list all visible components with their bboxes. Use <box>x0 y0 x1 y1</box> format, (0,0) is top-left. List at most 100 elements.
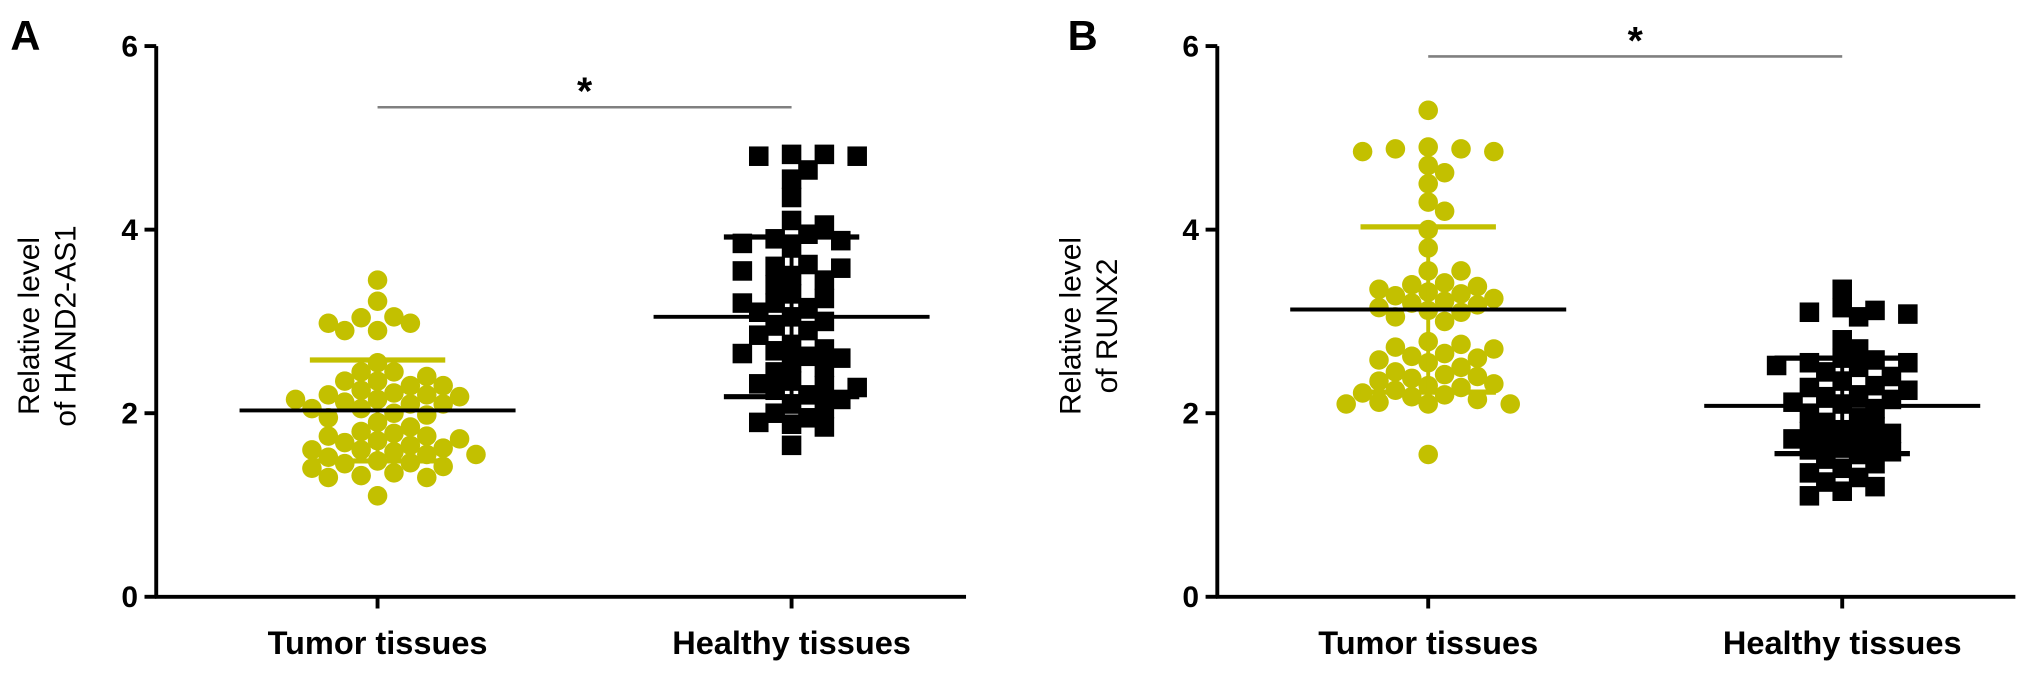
series-healthy <box>1704 279 1981 506</box>
data-point <box>1434 201 1455 222</box>
data-point <box>732 293 753 313</box>
y-tick-label: 6 <box>1182 30 1199 63</box>
data-point <box>1402 368 1422 389</box>
data-point <box>367 320 388 341</box>
data-point <box>318 313 339 334</box>
data-point <box>1799 377 1820 398</box>
data-point <box>1799 302 1820 323</box>
data-point <box>384 403 404 423</box>
x-tick-label: Healthy tissues <box>1723 625 1962 661</box>
y-tick-label: 4 <box>1182 214 1199 247</box>
data-point <box>1336 394 1356 414</box>
data-point <box>814 398 835 419</box>
data-point <box>1783 429 1803 449</box>
data-point <box>1434 311 1455 332</box>
data-point <box>798 320 818 341</box>
data-point <box>1799 486 1820 506</box>
x-tick-label: Tumor tissues <box>268 625 488 661</box>
data-point <box>1418 444 1438 465</box>
data-point <box>384 463 404 483</box>
data-point <box>1500 394 1520 414</box>
data-point <box>351 307 371 328</box>
data-point <box>1467 348 1488 368</box>
significance-star: * <box>1628 20 1644 63</box>
data-point <box>384 423 404 444</box>
data-point <box>814 375 835 396</box>
data-point <box>814 215 835 235</box>
y-tick-label: 2 <box>121 398 138 431</box>
data-point <box>1385 285 1406 306</box>
data-point <box>1451 284 1471 304</box>
data-point <box>334 392 355 412</box>
data-point <box>765 274 785 295</box>
data-point <box>1369 350 1389 370</box>
y-tick-label: 6 <box>121 30 138 63</box>
data-point <box>814 357 835 378</box>
data-point <box>781 187 802 208</box>
y-axis-label: Relative level <box>13 237 46 415</box>
data-point <box>400 417 421 437</box>
data-point <box>1832 297 1852 318</box>
data-point <box>1898 304 1918 324</box>
data-point <box>765 293 785 313</box>
data-point <box>1484 374 1504 394</box>
data-point <box>1848 357 1869 378</box>
data-point <box>781 144 802 165</box>
data-point <box>334 320 355 341</box>
data-point <box>334 453 355 474</box>
data-point <box>1865 453 1885 474</box>
data-point <box>1369 371 1389 391</box>
data-point <box>1418 192 1438 212</box>
data-point <box>1848 408 1869 428</box>
data-point <box>798 254 818 275</box>
data-point <box>1385 362 1406 382</box>
data-point <box>1832 458 1852 479</box>
data-point <box>351 421 371 442</box>
data-point <box>1385 139 1406 159</box>
data-point <box>748 325 769 345</box>
data-point <box>1434 385 1455 405</box>
data-point <box>1816 430 1836 451</box>
data-point <box>1451 302 1471 323</box>
data-point <box>798 408 818 428</box>
data-point <box>1832 279 1852 300</box>
data-point <box>748 412 769 433</box>
data-point <box>1451 261 1471 281</box>
data-point <box>1484 339 1504 359</box>
data-point <box>781 435 802 456</box>
data-point <box>302 440 322 460</box>
data-point <box>400 435 421 456</box>
data-point <box>1799 403 1820 423</box>
data-point <box>285 389 306 410</box>
data-point <box>831 348 851 368</box>
y-axis-label: Relative level <box>1055 237 1088 415</box>
series-tumor <box>239 270 516 506</box>
data-point <box>1799 463 1820 483</box>
data-point <box>1467 366 1488 387</box>
data-point <box>814 417 835 437</box>
data-point <box>1865 417 1885 437</box>
data-point <box>1881 423 1902 444</box>
data-point <box>318 408 339 428</box>
data-point <box>732 343 753 364</box>
data-point <box>1418 173 1438 194</box>
data-point <box>1832 481 1852 501</box>
data-point <box>814 339 835 359</box>
data-point <box>367 270 388 290</box>
data-point <box>765 362 785 382</box>
data-point <box>1434 291 1455 311</box>
data-point <box>781 210 802 231</box>
data-point <box>798 346 818 367</box>
data-point <box>1352 141 1373 162</box>
data-point <box>400 313 421 334</box>
data-point <box>1369 392 1389 412</box>
data-point <box>1467 276 1488 297</box>
data-point <box>1865 476 1885 497</box>
data-point <box>1799 421 1820 442</box>
data-point <box>1451 334 1471 355</box>
data-point <box>1484 141 1504 162</box>
data-point <box>1418 394 1438 414</box>
panel-label: A <box>10 12 40 59</box>
data-point <box>1418 155 1438 176</box>
